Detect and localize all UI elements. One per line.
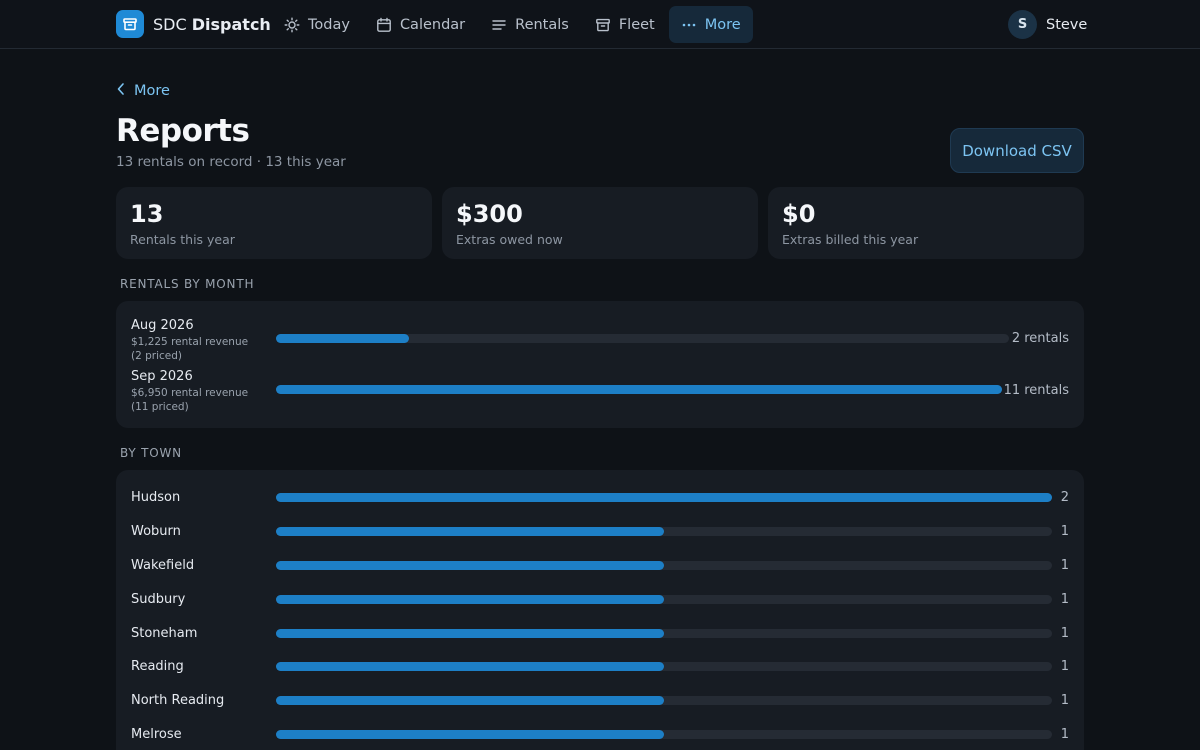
- town-bar-fill: [276, 730, 664, 739]
- back-link[interactable]: More: [116, 82, 170, 100]
- download-csv-button[interactable]: Download CSV: [950, 128, 1084, 173]
- list-icon: [491, 17, 507, 33]
- nav-item-label: More: [704, 16, 741, 33]
- stat-card-rentals: 13 Rentals this year: [116, 187, 432, 259]
- by-town-panel: Hudson 2 Woburn 1 Wakefield 1 Sudbury 1 …: [116, 470, 1084, 750]
- town-name: Wakefield: [131, 558, 195, 573]
- ellipsis-icon: [681, 17, 697, 33]
- month-revenue: $6,950 rental revenue (11 priced): [131, 387, 249, 413]
- town-name: Woburn: [131, 524, 181, 539]
- month-bar-fill: [276, 385, 1002, 394]
- town-bar-track: [276, 662, 1052, 671]
- nav-item-label: Today: [308, 16, 350, 33]
- month-bar-fill: [276, 334, 410, 343]
- month-bar-track: [276, 385, 1002, 394]
- town-row: Reading 1: [131, 659, 1069, 679]
- nav-item-label: Rentals: [515, 16, 569, 33]
- town-bar-fill: [276, 493, 1052, 502]
- stat-value: $0: [782, 200, 816, 228]
- stat-value: 13: [130, 200, 164, 228]
- app-name-bold: Dispatch: [191, 14, 271, 34]
- town-bar-fill: [276, 629, 664, 638]
- town-bar-track: [276, 629, 1052, 638]
- town-name: Reading: [131, 659, 184, 674]
- stat-card-extras-owed: $300 Extras owed now: [442, 187, 758, 259]
- app-name-prefix: SDC: [153, 14, 187, 34]
- month-bar-track: [276, 334, 1009, 343]
- town-row: Hudson 2: [131, 490, 1069, 510]
- month-name: Aug 2026: [131, 318, 194, 333]
- town-name: Stoneham: [131, 626, 198, 641]
- town-row: North Reading 1: [131, 693, 1069, 713]
- page-subtitle: 13 rentals on record · 13 this year: [116, 154, 346, 170]
- nav-item-fleet[interactable]: Fleet: [583, 6, 667, 43]
- nav-item-label: Calendar: [399, 16, 466, 33]
- top-nav-bar: SDC Dispatch Today Calendar: [0, 0, 1200, 49]
- town-count: 1: [1060, 659, 1069, 674]
- month-name: Sep 2026: [131, 369, 193, 384]
- town-count: 1: [1060, 693, 1069, 708]
- user-menu[interactable]: S Steve: [1008, 10, 1087, 39]
- stat-label: Extras billed this year: [782, 232, 919, 247]
- town-row: Woburn 1: [131, 524, 1069, 544]
- town-bar-track: [276, 527, 1052, 536]
- town-row: Stoneham 1: [131, 626, 1069, 646]
- town-bar-track: [276, 696, 1052, 705]
- nav-item-rentals[interactable]: Rentals: [479, 6, 581, 43]
- town-bar-fill: [276, 561, 664, 570]
- town-count: 2: [1060, 490, 1069, 505]
- month-row: Aug 2026 $1,225 rental revenue (2 priced…: [131, 318, 1069, 362]
- main-nav: Today Calendar Rentals: [272, 6, 753, 43]
- town-name: Melrose: [131, 727, 182, 742]
- town-bar-fill: [276, 595, 664, 604]
- town-count: 1: [1060, 626, 1069, 641]
- town-bar-track: [276, 493, 1052, 502]
- town-bar-fill: [276, 696, 664, 705]
- avatar: S: [1008, 10, 1037, 39]
- stat-value: $300: [456, 200, 523, 228]
- calendar-icon: [376, 17, 392, 33]
- section-heading-rentals-by-month: RENTALS BY MONTH: [120, 277, 255, 291]
- town-bar-track: [276, 561, 1052, 570]
- town-bar-track: [276, 730, 1052, 739]
- section-heading-by-town: BY TOWN: [120, 446, 182, 460]
- archive-box-icon: [595, 17, 611, 33]
- app-name: SDC Dispatch: [153, 15, 271, 34]
- town-name: Hudson: [131, 490, 181, 505]
- town-bar-fill: [276, 662, 664, 671]
- stat-label: Rentals this year: [130, 232, 235, 247]
- town-bar-fill: [276, 527, 664, 536]
- town-name: North Reading: [131, 693, 225, 708]
- town-bar-track: [276, 595, 1052, 604]
- page-title: Reports: [116, 113, 250, 149]
- stat-label: Extras owed now: [456, 232, 563, 247]
- month-revenue: $1,225 rental revenue (2 priced): [131, 336, 249, 362]
- sun-icon: [284, 17, 300, 33]
- nav-item-label: Fleet: [618, 16, 655, 33]
- nav-item-more[interactable]: More: [668, 6, 753, 43]
- back-link-label: More: [134, 83, 170, 99]
- chevron-left-icon: [116, 82, 126, 100]
- month-count: 11 rentals: [1003, 383, 1069, 398]
- town-row: Sudbury 1: [131, 592, 1069, 612]
- stat-card-extras-billed: $0 Extras billed this year: [768, 187, 1084, 259]
- town-count: 1: [1060, 592, 1069, 607]
- town-name: Sudbury: [131, 592, 186, 607]
- month-count: 2 rentals: [1011, 331, 1069, 346]
- nav-item-calendar[interactable]: Calendar: [364, 6, 477, 43]
- town-row: Melrose 1: [131, 727, 1069, 747]
- user-name: Steve: [1046, 16, 1088, 33]
- town-row: Wakefield 1: [131, 558, 1069, 578]
- nav-item-today[interactable]: Today: [272, 6, 362, 43]
- rentals-by-month-panel: Aug 2026 $1,225 rental revenue (2 priced…: [116, 301, 1084, 428]
- town-count: 1: [1060, 524, 1069, 539]
- app-brand[interactable]: SDC Dispatch: [116, 10, 271, 38]
- archive-box-icon: [116, 10, 144, 38]
- month-row: Sep 2026 $6,950 rental revenue (11 price…: [131, 369, 1069, 413]
- town-count: 1: [1060, 558, 1069, 573]
- town-count: 1: [1060, 727, 1069, 742]
